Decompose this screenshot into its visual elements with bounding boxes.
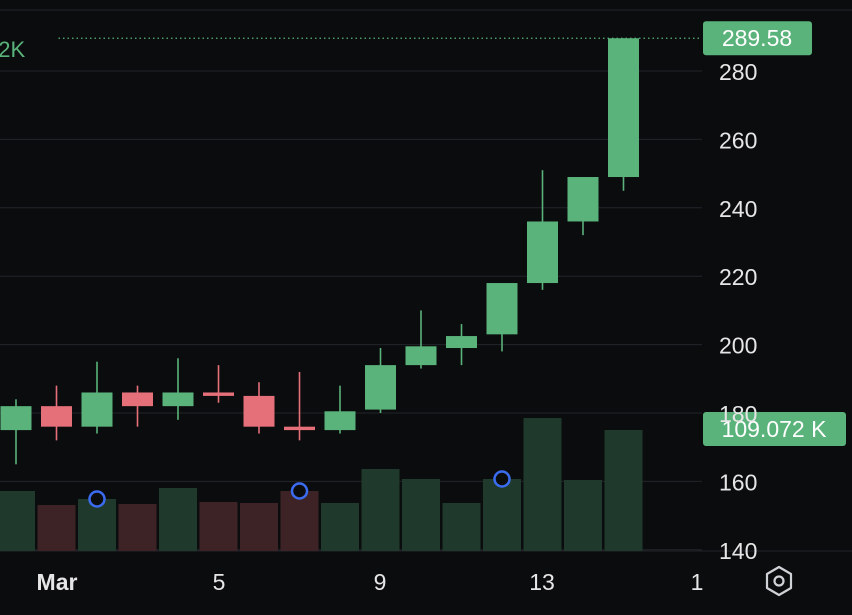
candle-body[interactable] — [284, 426, 315, 431]
time-axis-label: 9 — [374, 569, 387, 595]
candle-body[interactable] — [486, 283, 518, 335]
hexagon-settings-icon — [765, 565, 793, 597]
price-axis: 140 160 180 200 220 240 260 280 — [719, 59, 757, 564]
last-volume-label: 109.072 K — [722, 416, 828, 442]
last-volume-badge — [703, 412, 846, 446]
volume-bar — [280, 491, 319, 551]
volume-bar — [37, 505, 76, 551]
event-markers — [88, 470, 511, 508]
candle-body[interactable] — [365, 365, 396, 410]
overlays: 289.58 72K 109.072 K — [0, 21, 846, 446]
volume-bar — [118, 504, 157, 551]
price-tick-label: 280 — [719, 59, 757, 85]
volume-bar — [361, 469, 400, 551]
candle-body[interactable] — [405, 346, 437, 366]
time-axis-label: 13 — [529, 569, 555, 595]
volume-bar — [159, 488, 197, 551]
last-price-badge — [703, 21, 812, 56]
candle-body[interactable] — [446, 336, 477, 349]
price-tick-label: 260 — [719, 127, 757, 153]
volume-bar — [523, 418, 562, 551]
partial-volume-label: 72K — [0, 37, 25, 62]
price-tick-label: 180 — [719, 401, 757, 427]
partial-volume-label-bg — [0, 24, 56, 70]
volume-bar — [321, 503, 359, 551]
last-price-label: 289.58 — [722, 25, 792, 51]
candle-body[interactable] — [527, 221, 558, 284]
volume-bar — [0, 491, 35, 551]
price-tick-label: 220 — [719, 264, 757, 290]
price-tick-label: 240 — [719, 196, 757, 222]
volume-bars — [0, 418, 643, 551]
volume-bar — [199, 502, 238, 551]
volume-bar — [442, 503, 481, 551]
time-axis-label: Mar — [37, 569, 78, 595]
candle-body[interactable] — [243, 395, 275, 427]
price-tick-label: 140 — [719, 538, 757, 564]
price-tick-label: 160 — [719, 469, 757, 495]
event-marker[interactable] — [493, 470, 511, 488]
candle-body[interactable] — [81, 392, 113, 427]
candle-body[interactable] — [203, 392, 234, 396]
candle-body[interactable] — [567, 177, 599, 222]
volume-bar — [240, 503, 278, 551]
candle-body[interactable] — [122, 392, 153, 407]
volume-bar — [564, 480, 602, 551]
time-axis-label: 5 — [213, 569, 226, 595]
candle-body[interactable] — [608, 38, 639, 178]
volume-bar — [483, 479, 521, 551]
candles — [0, 38, 639, 465]
event-marker[interactable] — [88, 490, 106, 508]
candle-body[interactable] — [162, 392, 194, 407]
event-marker[interactable] — [290, 482, 309, 500]
candle-body[interactable] — [324, 411, 356, 431]
price-tick-label: 200 — [719, 333, 757, 359]
candle-body[interactable] — [0, 406, 32, 431]
candle-body[interactable] — [41, 406, 72, 427]
time-axis-label: 1 — [691, 569, 704, 595]
time-axis: Mar 5 9 13 1 — [37, 569, 704, 595]
volume-bar — [604, 430, 643, 551]
chart-settings-button[interactable] — [760, 562, 798, 600]
volume-bar — [402, 479, 440, 551]
